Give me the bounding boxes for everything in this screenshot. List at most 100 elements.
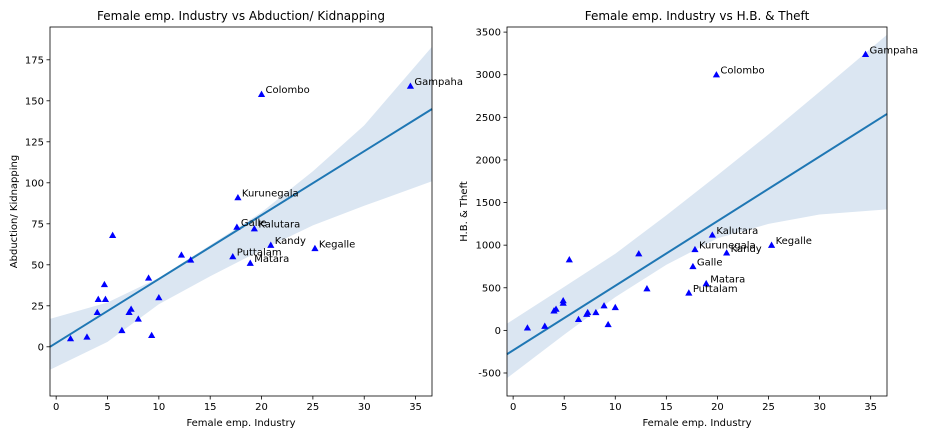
regression-line — [506, 113, 888, 356]
y-tick-label: 0 — [495, 326, 501, 337]
data-point — [148, 331, 156, 339]
data-point — [592, 308, 600, 316]
confidence-band — [50, 46, 432, 370]
data-point — [584, 308, 592, 316]
data-point — [118, 326, 126, 334]
y-tick-label: 500 — [482, 283, 501, 294]
point-label: Galle — [697, 257, 723, 268]
point-label: Kalutara — [258, 220, 300, 231]
y-tick-label: 1500 — [476, 198, 501, 209]
x-axis-label: Female emp. Industry — [642, 418, 751, 429]
data-point — [552, 305, 560, 312]
x-tick-label: 5 — [104, 402, 110, 413]
y-axis-ticks: -500 0 500 1000 1500 2000 2500 3000 3500 — [476, 28, 507, 379]
chart-theft: Puttalam Galle Kurunegala Matara Kalutara Col… — [459, 9, 918, 429]
data-point — [723, 249, 731, 256]
data-point — [689, 262, 697, 270]
x-axis-label: Female emp. Industry — [186, 418, 295, 429]
x-tick-label: 10 — [609, 402, 622, 413]
chart-title: Female emp. Industry vs Abduction/ Kidna… — [97, 9, 385, 23]
data-point — [643, 285, 651, 292]
data-point — [125, 308, 133, 316]
data-point — [767, 241, 776, 248]
y-axis-label: H.B. & Theft — [459, 181, 470, 242]
axes-frame — [506, 26, 888, 397]
point-label: Kandy — [275, 236, 306, 247]
y-tick-label: -500 — [478, 368, 501, 379]
x-tick-label: 30 — [358, 402, 371, 413]
y-axis-label: Abduction/ Kidnapping — [9, 155, 20, 268]
data-point — [708, 231, 716, 238]
data-point — [101, 295, 110, 302]
x-tick-label: 5 — [561, 402, 567, 413]
data-points — [523, 50, 870, 331]
x-tick-label: 25 — [307, 402, 320, 413]
point-label: Kandy — [731, 244, 762, 255]
y-tick-label: 2000 — [476, 155, 501, 166]
x-tick-label: 10 — [152, 402, 165, 413]
x-tick-label: 20 — [255, 402, 268, 413]
data-point — [691, 245, 699, 253]
y-tick-label: 75 — [31, 219, 44, 230]
regression-line — [49, 108, 433, 348]
data-point — [541, 322, 549, 329]
point-label: Colombo — [266, 85, 310, 96]
data-point — [574, 315, 583, 323]
point-label: Kurunegala — [242, 189, 299, 200]
x-tick-label: 15 — [204, 402, 217, 413]
point-label: Galle — [241, 218, 267, 229]
data-point — [246, 259, 254, 266]
point-labels: Puttalam Galle Kurunegala Matara Kalutara Col… — [237, 77, 463, 265]
data-point — [611, 303, 619, 311]
y-tick-label: 25 — [31, 301, 44, 312]
data-point — [250, 225, 258, 232]
point-label: Kegalle — [319, 239, 355, 250]
data-point — [144, 274, 153, 281]
x-tick-label: 35 — [409, 402, 422, 413]
y-tick-label: 100 — [25, 178, 44, 189]
y-tick-label: 0 — [38, 342, 44, 353]
data-point — [712, 71, 721, 78]
y-tick-label: 1000 — [476, 241, 501, 252]
data-point — [155, 294, 163, 301]
data-point — [565, 256, 573, 263]
y-tick-label: 3000 — [476, 70, 501, 81]
x-tick-label: 30 — [813, 402, 826, 413]
chart-abduction: Puttalam Galle Kurunegala Matara Kalutara Col… — [9, 9, 463, 429]
data-point — [267, 241, 275, 248]
data-point — [127, 305, 135, 312]
point-label: Kalutara — [716, 226, 758, 237]
point-label: Kurunegala — [699, 240, 756, 251]
point-label: Matara — [254, 254, 289, 265]
x-tick-label: 35 — [864, 402, 877, 413]
point-label: Puttalam — [693, 284, 738, 295]
data-point — [234, 193, 242, 201]
x-tick-label: 15 — [660, 402, 673, 413]
y-tick-label: 2500 — [476, 113, 501, 124]
data-point — [635, 250, 643, 257]
data-point — [600, 302, 608, 309]
data-point — [257, 90, 266, 97]
x-tick-label: 0 — [510, 402, 516, 413]
data-point — [100, 280, 109, 288]
data-point — [311, 244, 319, 252]
data-points — [66, 82, 415, 342]
data-point — [177, 251, 186, 258]
y-tick-label: 125 — [25, 137, 44, 148]
data-point — [83, 333, 91, 340]
x-axis-ticks: 0 5 10 15 20 25 30 35 — [510, 396, 877, 413]
data-point — [229, 253, 237, 260]
data-point — [94, 295, 102, 302]
data-point — [604, 320, 612, 328]
axes-frame — [49, 26, 433, 397]
y-tick-label: 150 — [25, 96, 44, 107]
data-point — [187, 256, 195, 263]
point-label: Gampaha — [870, 45, 919, 56]
x-tick-label: 20 — [711, 402, 724, 413]
data-point — [66, 335, 75, 342]
x-tick-label: 0 — [53, 402, 59, 413]
confidence-band — [507, 34, 887, 379]
point-label: Colombo — [720, 66, 764, 77]
